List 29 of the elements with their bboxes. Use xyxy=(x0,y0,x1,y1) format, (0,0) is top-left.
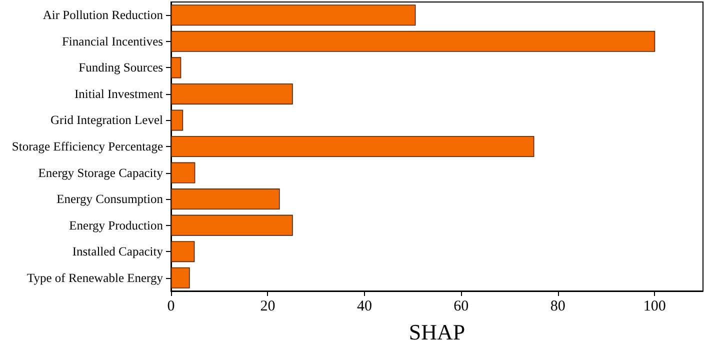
x-tick-label: 100 xyxy=(643,298,666,314)
y-tick-label: Type of Renewable Energy xyxy=(27,270,164,285)
y-tick-label: Funding Sources xyxy=(78,60,164,75)
y-tick-label: Air Pollution Reduction xyxy=(42,8,164,22)
bar xyxy=(171,162,196,184)
bar xyxy=(171,110,184,131)
x-tick-label: 60 xyxy=(454,298,469,314)
x-tick-label: 20 xyxy=(260,298,276,314)
bar xyxy=(171,4,416,26)
y-tick-label: Grid Integration Level xyxy=(50,113,164,128)
y-tick-label: Initial Investment xyxy=(74,86,164,101)
y-tick-label: Financial Incentives xyxy=(62,34,164,48)
y-tick-label: Installed Capacity xyxy=(72,244,164,259)
bar xyxy=(171,83,293,104)
x-tick-label: 0 xyxy=(167,298,175,314)
bar xyxy=(171,57,182,78)
bar xyxy=(171,136,534,158)
y-tick-label: Energy Consumption xyxy=(56,192,164,206)
bar xyxy=(171,241,195,262)
bar xyxy=(171,267,190,288)
y-tick-label: Energy Production xyxy=(69,218,164,232)
y-tick-label: Energy Storage Capacity xyxy=(38,166,164,180)
bar xyxy=(171,214,293,236)
y-tick-label: Storage Efficiency Percentage xyxy=(12,140,164,154)
x-tick-label: 80 xyxy=(550,298,566,314)
bar xyxy=(171,30,656,52)
x-axis-title: SHAP xyxy=(408,320,466,344)
bar xyxy=(171,188,280,210)
x-tick-label: 40 xyxy=(356,298,372,314)
